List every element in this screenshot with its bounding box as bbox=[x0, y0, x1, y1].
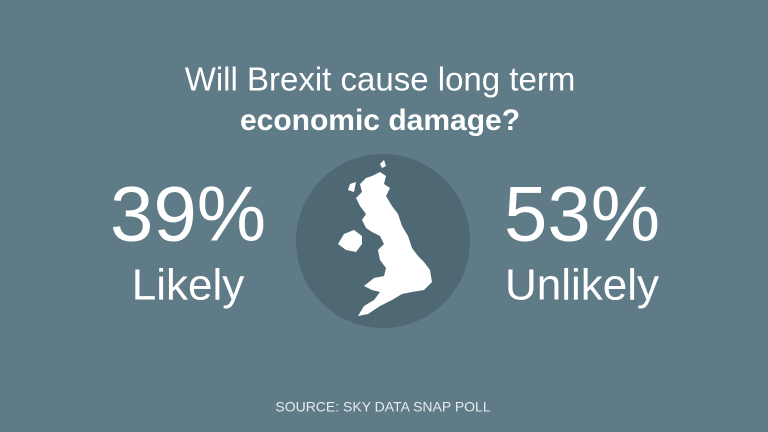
source: SOURCE: SKY DATA SNAP POLL bbox=[275, 399, 490, 415]
left-percent: 39% bbox=[110, 170, 266, 258]
left-label: Likely bbox=[132, 261, 245, 310]
right-percent: 53% bbox=[504, 170, 660, 258]
title-line-1: Will Brexit cause long term bbox=[185, 61, 576, 98]
uk-map bbox=[338, 160, 432, 316]
title-line-2: economic damage? bbox=[240, 104, 520, 137]
right-label: Unlikely bbox=[505, 261, 659, 310]
